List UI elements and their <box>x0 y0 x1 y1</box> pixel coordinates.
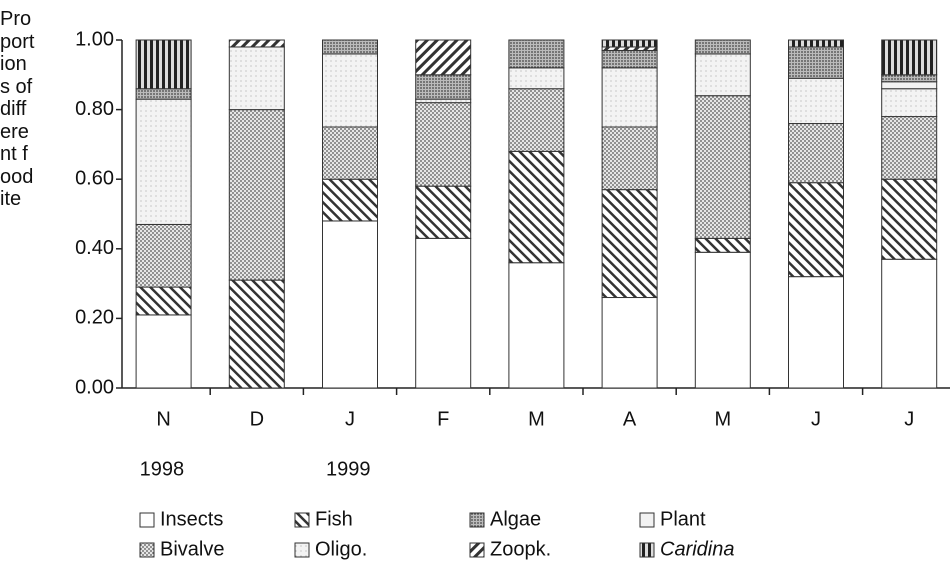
bar-segment <box>228 39 285 48</box>
bar-segment <box>788 276 844 389</box>
legend-swatch <box>469 542 485 558</box>
bar-segment <box>508 88 565 152</box>
bar-segment <box>135 286 192 316</box>
bar-segment <box>415 39 472 76</box>
y-tick-label: 0.40 <box>75 237 114 259</box>
bar-segment <box>322 53 378 128</box>
bar-segment <box>135 98 192 225</box>
bar-segment <box>881 39 938 76</box>
x-tick-label: J <box>811 408 821 430</box>
legend-swatch <box>294 512 310 528</box>
legend-label: Zoopk. <box>490 538 551 560</box>
legend-label: Algae <box>490 508 541 530</box>
legend-label: Caridina <box>660 538 734 560</box>
legend-swatch <box>639 512 655 528</box>
bar-segment <box>601 39 658 48</box>
y-tick-label: 1.00 <box>75 28 114 50</box>
legend-label: Plant <box>660 508 706 530</box>
bar-segment <box>135 88 192 100</box>
legend-label: Oligo. <box>315 538 367 560</box>
y-tick-label: 0.80 <box>75 98 114 120</box>
bar-segment <box>694 237 751 253</box>
x-tick-label: M <box>714 408 731 430</box>
bar-segment <box>508 39 565 69</box>
legend-swatch <box>139 542 155 558</box>
y-tick-label: 0.00 <box>75 376 114 398</box>
bar-segment <box>601 126 658 191</box>
legend-swatch <box>639 542 655 558</box>
bar-segment <box>601 49 658 69</box>
x-tick-label: J <box>345 408 355 430</box>
legend-label: Fish <box>315 508 353 530</box>
legend-swatch <box>294 542 310 558</box>
bar-segment <box>788 123 844 184</box>
bar-segment <box>788 77 844 125</box>
bar-segment <box>601 46 658 51</box>
bar-segment <box>228 46 285 111</box>
bar-segment <box>601 297 658 389</box>
bar-segment <box>322 220 378 389</box>
x-tick-label: F <box>437 408 449 430</box>
x-tick-label: N <box>156 408 170 430</box>
x-tick-label: J <box>904 408 914 430</box>
bar-segment <box>881 88 938 118</box>
legend-label: Insects <box>160 508 223 530</box>
bar-segment <box>135 223 192 288</box>
bar-segment <box>415 102 472 187</box>
bar-segment <box>694 251 751 389</box>
bar-segment <box>601 189 658 299</box>
bar-segment <box>788 39 844 48</box>
bar-segment <box>694 53 751 97</box>
bar-segment <box>415 98 472 104</box>
legend-label: Bivalve <box>160 538 224 560</box>
bar-segment <box>135 314 192 389</box>
x-tick-label: D <box>250 408 264 430</box>
y-tick-label: 0.60 <box>75 167 114 189</box>
bar-segment <box>788 46 844 79</box>
bar-segment <box>881 178 938 260</box>
bar-segment <box>415 185 472 239</box>
bar-segment <box>135 39 192 90</box>
bar-segment <box>694 95 751 239</box>
bar-segment <box>508 67 565 90</box>
bar-segment <box>228 109 285 281</box>
bar-segment <box>322 178 378 222</box>
bar-segment <box>415 237 472 389</box>
bar-segment <box>601 67 658 128</box>
bar-segment <box>694 39 751 55</box>
annotation: 1999 <box>326 458 371 480</box>
bar-segment <box>881 81 938 90</box>
bar-segment <box>508 262 565 389</box>
bar-segment <box>228 279 285 389</box>
bar-segment <box>508 150 565 264</box>
legend-swatch <box>139 512 155 528</box>
bar-segment <box>881 74 938 83</box>
legend-swatch <box>469 512 485 528</box>
bar-segment <box>415 74 472 100</box>
bar-segment <box>881 116 938 180</box>
bar-segment <box>322 39 378 55</box>
y-axis-label: Proportions of different food ite <box>0 8 35 210</box>
x-tick-label: M <box>528 408 545 430</box>
annotation: 1998 <box>140 458 185 480</box>
bar-segment <box>322 126 378 180</box>
x-tick-label: A <box>623 408 637 430</box>
bar-segment <box>788 182 844 278</box>
bar-segment <box>881 258 938 389</box>
y-tick-label: 0.20 <box>75 307 114 329</box>
